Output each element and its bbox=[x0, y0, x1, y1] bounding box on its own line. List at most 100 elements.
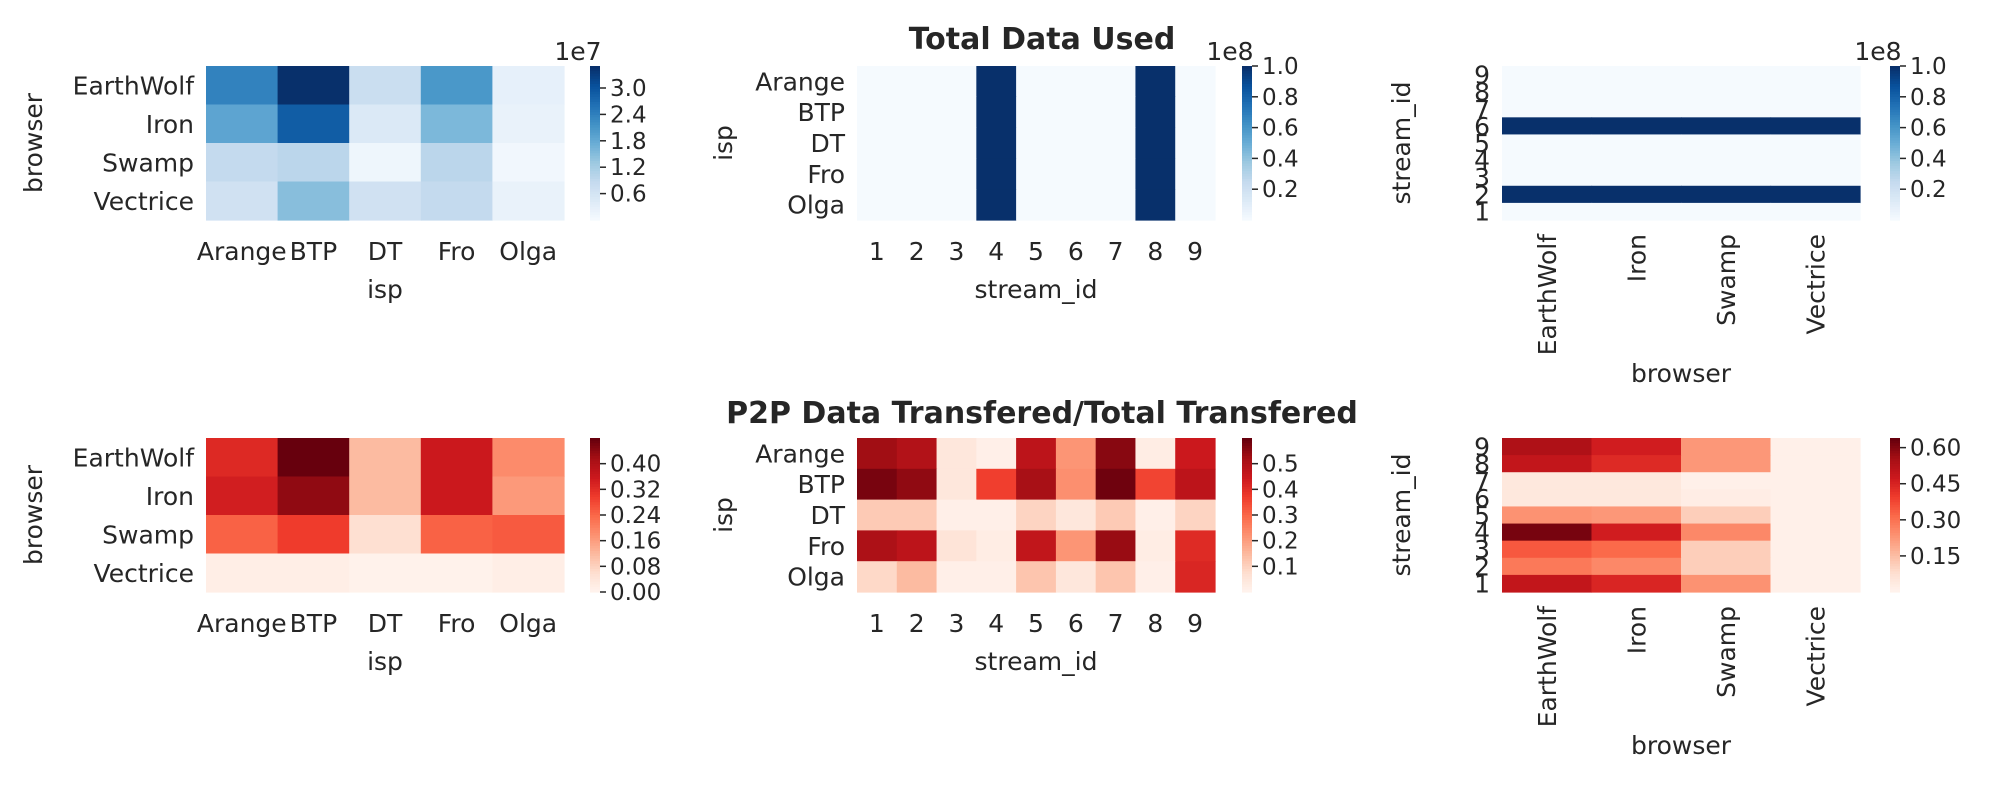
x-tick-label: 9 bbox=[1187, 237, 1203, 266]
colorbar-segment bbox=[1242, 556, 1252, 560]
bottom-row-title: P2P Data Transfered/Total Transfered bbox=[726, 396, 1358, 431]
colorbar-segment bbox=[1890, 140, 1900, 144]
colorbar-segment bbox=[590, 68, 600, 72]
colorbar-segment bbox=[590, 209, 600, 213]
y-tick-label: 9 bbox=[1474, 61, 1490, 90]
colorbar-tick-label: 0.24 bbox=[610, 503, 661, 529]
x-tick-label: 6 bbox=[1068, 609, 1084, 638]
colorbar-segment bbox=[590, 461, 600, 465]
heatmap-cell bbox=[420, 515, 493, 555]
y-tick-label: 8 bbox=[1474, 450, 1490, 479]
colorbar-segment bbox=[590, 214, 600, 219]
heatmap-cell bbox=[1681, 438, 1772, 456]
colorbar-segment bbox=[1242, 204, 1252, 208]
heatmap-cell bbox=[277, 143, 350, 183]
colorbar-segment bbox=[1242, 186, 1252, 190]
y-tick-label: Olga bbox=[787, 563, 845, 592]
colorbar-segment bbox=[1242, 489, 1252, 493]
x-axis-label: isp bbox=[367, 647, 403, 676]
colorbar-segment bbox=[1890, 189, 1900, 193]
colorbar-segment bbox=[1242, 463, 1252, 467]
heatmap-cell bbox=[1175, 438, 1216, 470]
heatmap-cell bbox=[896, 127, 938, 159]
colorbar-segment bbox=[590, 196, 600, 201]
colorbar-segment bbox=[1890, 440, 1900, 444]
heatmap-cell bbox=[1502, 557, 1593, 576]
colorbar-segment bbox=[590, 163, 600, 167]
heatmap-cell bbox=[1591, 66, 1682, 84]
colorbar-segment bbox=[1242, 171, 1252, 175]
colorbar-segment bbox=[1890, 150, 1900, 154]
heatmap-cell bbox=[1770, 168, 1861, 187]
colorbar-segment bbox=[1890, 530, 1900, 534]
colorbar-segment bbox=[1242, 445, 1252, 449]
heatmap-cell bbox=[1591, 202, 1682, 221]
heatmap-cell bbox=[420, 104, 493, 144]
heatmap-cell bbox=[1591, 117, 1682, 136]
colorbar-segment bbox=[590, 548, 600, 552]
heatmap-cell bbox=[1095, 189, 1137, 221]
colorbar-segment bbox=[1890, 173, 1900, 177]
colorbar-segment bbox=[590, 576, 600, 580]
y-tick-label: 5 bbox=[1474, 501, 1490, 530]
colorbar-segment bbox=[1890, 127, 1900, 131]
colorbar-segment bbox=[1890, 166, 1900, 170]
colorbar-segment bbox=[1242, 563, 1252, 567]
colorbar-segment bbox=[1242, 520, 1252, 524]
colorbar-segment bbox=[1890, 450, 1900, 454]
colorbar-segment bbox=[590, 494, 600, 498]
heatmap-cell bbox=[1681, 557, 1772, 576]
heatmap-cell bbox=[420, 66, 493, 106]
colorbar-segment bbox=[1890, 119, 1900, 124]
heatmap-cell bbox=[1681, 574, 1772, 593]
colorbar-segment bbox=[1890, 512, 1900, 516]
colorbar-tick-label: 0.40 bbox=[610, 452, 661, 478]
colorbar-exponent-label: 1e8 bbox=[1854, 37, 1901, 66]
x-tick-label: 1 bbox=[869, 237, 885, 266]
y-tick-label: 5 bbox=[1474, 129, 1490, 158]
colorbar-segment bbox=[1890, 581, 1900, 585]
colorbar-segment bbox=[1242, 78, 1252, 82]
colorbar-segment bbox=[590, 207, 600, 211]
colorbar-segment bbox=[1890, 525, 1900, 529]
colorbar-segment bbox=[1890, 494, 1900, 498]
heatmap-cell bbox=[1591, 438, 1682, 456]
colorbar-segment bbox=[1890, 204, 1900, 208]
colorbar-segment bbox=[1890, 586, 1900, 591]
colorbar-tick-label: 1.0 bbox=[1910, 54, 1947, 80]
colorbar-segment bbox=[1890, 574, 1900, 578]
colorbar-segment bbox=[1890, 83, 1900, 88]
colorbar-segment bbox=[1242, 73, 1252, 77]
colorbar-segment bbox=[1890, 214, 1900, 219]
colorbar-segment bbox=[1890, 445, 1900, 449]
heatmap-cell bbox=[1591, 489, 1682, 508]
colorbar-segment bbox=[1242, 86, 1252, 90]
colorbar-segment bbox=[590, 94, 600, 98]
x-tick-label: Swamp bbox=[1712, 234, 1741, 326]
heatmap-cell bbox=[420, 143, 493, 183]
heatmap-cell bbox=[1502, 83, 1593, 101]
y-axis-label: stream_id bbox=[1387, 82, 1416, 205]
heatmap-cell bbox=[1770, 151, 1861, 170]
colorbar-segment bbox=[1890, 463, 1900, 467]
colorbar-tick-label: 1.0 bbox=[1262, 54, 1299, 80]
colorbar-segment bbox=[1242, 99, 1252, 103]
colorbar-segment bbox=[1242, 109, 1252, 113]
x-tick-label: 1 bbox=[869, 609, 885, 638]
colorbar-segment bbox=[590, 507, 600, 511]
colorbar-tick-label: 0.4 bbox=[1262, 477, 1299, 503]
colorbar-segment bbox=[1890, 538, 1900, 542]
colorbar-segment bbox=[590, 181, 600, 185]
colorbar-segment bbox=[1890, 517, 1900, 521]
colorbar-segment bbox=[590, 89, 600, 93]
colorbar-segment bbox=[1890, 491, 1900, 496]
colorbar-segment bbox=[1242, 140, 1252, 144]
heatmap-cell bbox=[1135, 127, 1176, 159]
x-tick-label: Arange bbox=[197, 609, 287, 638]
colorbar-segment bbox=[1242, 507, 1252, 511]
heatmap-cell bbox=[1770, 489, 1861, 508]
heatmap-cell bbox=[976, 189, 1017, 221]
